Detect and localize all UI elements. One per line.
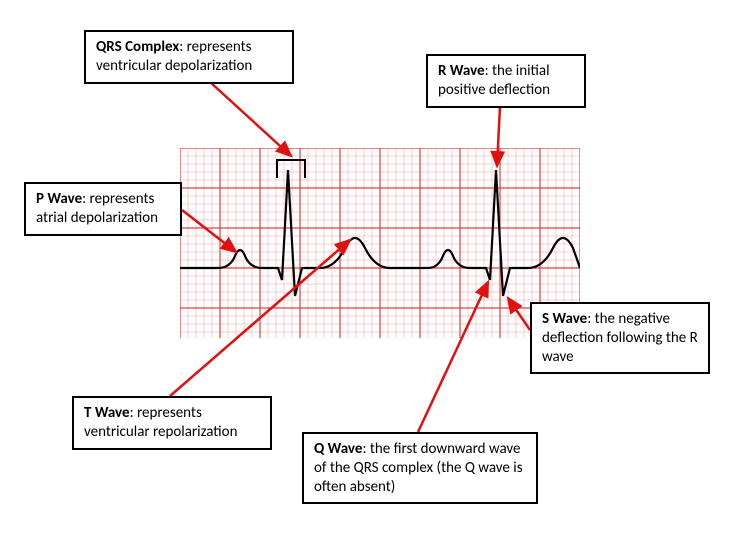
label-r-bold: R Wave <box>438 62 485 80</box>
ecg-grid <box>180 148 580 338</box>
qrs-bracket-icon <box>277 160 305 178</box>
label-s-bold: S Wave <box>542 310 587 328</box>
label-qrs: QRS Complex: represents ventricular depo… <box>84 30 294 84</box>
arrow-qrs <box>210 82 291 156</box>
label-t: T Wave: represents ventricular repolariz… <box>72 396 272 450</box>
label-p-bold: P Wave <box>36 190 82 208</box>
ecg-chart <box>180 148 580 338</box>
label-qrs-bold: QRS Complex <box>96 38 179 56</box>
label-q-bold: Q Wave <box>314 440 362 458</box>
label-q: Q Wave: the first downward wave of the Q… <box>302 432 538 504</box>
label-t-bold: T Wave <box>84 404 130 422</box>
label-r: R Wave: the initial positive deflection <box>426 54 586 108</box>
label-p: P Wave: represents atrial depolarization <box>24 182 182 236</box>
label-s: S Wave: the negative deflection followin… <box>530 302 710 374</box>
